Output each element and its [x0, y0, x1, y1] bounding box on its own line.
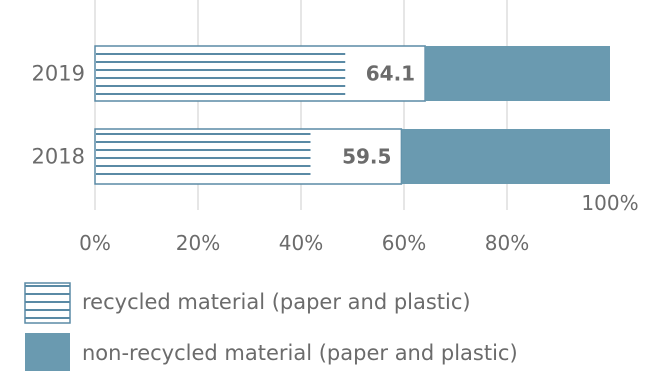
legend-label-recycled: recycled material (paper and plastic) [82, 290, 471, 314]
x-tick-label-0: 0% [79, 231, 111, 255]
legend: recycled material (paper and plastic) non… [24, 282, 518, 371]
bar-recycled-stripes-2018 [96, 133, 311, 180]
legend-label-nonrecycled: non-recycled material (paper and plastic… [82, 341, 518, 365]
x-tick-label-40: 40% [279, 231, 323, 255]
bar-nonrecycled-2019 [425, 46, 610, 101]
value-label-2018: 59.5 [342, 145, 391, 169]
bars [94, 45, 610, 185]
bar-nonrecycled-2018 [401, 129, 610, 184]
legend-swatch-recycled [24, 282, 71, 324]
x-tick-label-60: 60% [382, 231, 426, 255]
x-tick-label-80: 80% [485, 231, 529, 255]
category-label-2018: 2018 [32, 145, 85, 169]
x-tick-label-20: 20% [176, 231, 220, 255]
labels: 2019 64.1 2018 59.5 0% 20% 40% 60% 80% 100% [32, 62, 639, 256]
category-label-2019: 2019 [32, 62, 85, 86]
legend-swatch-nonrecycled [25, 333, 70, 371]
bar-recycled-stripes-2019 [96, 50, 346, 97]
value-label-2019: 64.1 [366, 62, 415, 86]
end-label-100: 100% [581, 191, 638, 215]
